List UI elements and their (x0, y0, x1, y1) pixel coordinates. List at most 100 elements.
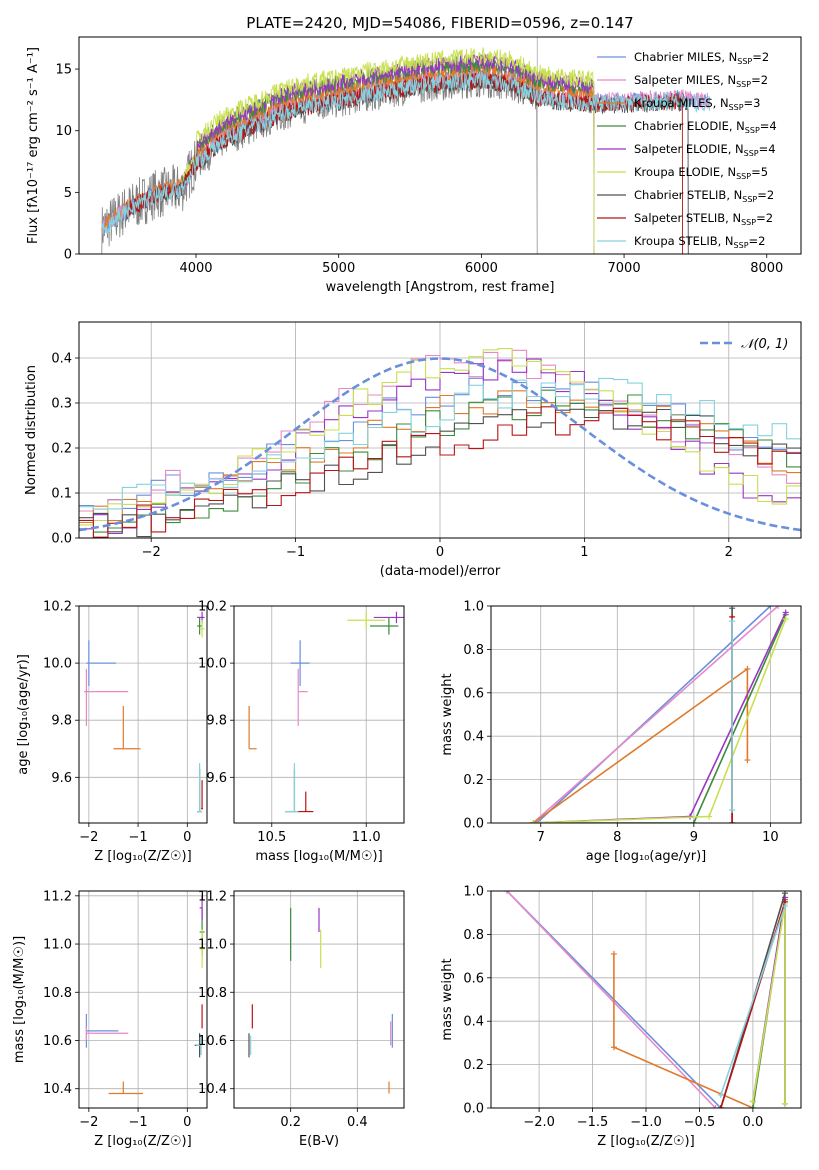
mass-weight-line-kroupa_elodie (752, 903, 786, 1104)
errorbar-kroupa_miles (248, 705, 257, 750)
y-tick-label: 9.8 (206, 714, 227, 729)
normal-curve (79, 357, 801, 532)
mass-weight-marker-salpeter_miles (775, 606, 782, 609)
x-tick-label: 11.0 (352, 830, 381, 845)
mass-weight-marker-kroupa_stelib (781, 903, 788, 910)
errorbar-chabrier_miles (86, 640, 116, 686)
y-tick-label: 10.4 (198, 1082, 227, 1097)
mass-weight-marker-kroupa_stelib (729, 806, 736, 813)
y-tick-label: 0.2 (463, 1058, 484, 1073)
mass-weight-marker-kroupa_elodie (530, 820, 537, 823)
model-spectrum-salpeter_stelib (124, 70, 684, 254)
x-tick-label: 0 (183, 1115, 191, 1130)
errorbar-kroupa_miles (113, 705, 141, 750)
y-tick-label: 10.6 (43, 1034, 72, 1049)
x-tick-label: 0 (436, 545, 444, 560)
y-tick-label: 0.8 (463, 928, 484, 943)
errorbar-salpeter_stelib (298, 791, 314, 813)
mass-weight-marker-kroupa_miles (744, 757, 751, 764)
errorbar-salpeter_miles (83, 668, 129, 726)
y-tick-label: 0.2 (51, 442, 72, 457)
y-tick-label: 15 (55, 63, 72, 78)
y-tick-label: 10.4 (43, 1082, 72, 1097)
mass-weight-marker-chabrier_elodie (690, 820, 697, 823)
mass-weight-marker-kroupa_elodie (706, 813, 713, 820)
spectrum-plot-area (101, 37, 711, 254)
age_vs_mass-frame (233, 605, 405, 824)
histogram-salpeter_stelib (79, 406, 801, 538)
x-tick-label: 4000 (179, 261, 212, 276)
histogram-salpeter_miles (79, 349, 801, 512)
residuals-plot-area (79, 348, 801, 538)
mass_vs_Z-frame (78, 890, 208, 1109)
age_vs_Z-plot-area (83, 611, 205, 813)
y-tick-label: 10.6 (198, 1034, 227, 1049)
y-tick-label: 0.3 (51, 397, 72, 412)
model-spectrum-salpeter_elodie (181, 53, 595, 254)
mass_weight_vs_age-panel: 7 8 9 10 0.0 0.2 0.4 0.6 0.8 1.0 age [log₁₀(age/yr… (440, 600, 802, 864)
histogram-kroupa_stelib (79, 377, 801, 510)
y-tick-label: 0.4 (463, 730, 484, 745)
x-tick-label: 5000 (322, 261, 355, 276)
errorbar-kroupa_elodie (199, 620, 205, 638)
legend-label-salpeter_stelib: Salpeter STELIB, NSSP=2 (634, 211, 773, 227)
legend-label-chabrier_elodie: Chabrier ELODIE, NSSP=4 (634, 119, 777, 135)
mass_vs_Z-ylabel: mass [log₁₀(M/M☉)] (12, 936, 27, 1063)
errorbar-kroupa_stelib (196, 1035, 202, 1055)
spectrum-ylabel: Flux [fλ10⁻¹⁷ erg cm⁻² s⁻¹ A⁻¹] (26, 47, 41, 244)
mass_vs_ebv-xlabel: E(B-V) (299, 1134, 339, 1149)
y-tick-label: 10.2 (43, 600, 72, 615)
mass_vs_Z-xlabel: Z [log₁₀(Z/Z☉)] (94, 1134, 191, 1149)
model-spectrum-kroupa_stelib (101, 70, 711, 235)
y-tick-label: 0.4 (463, 1015, 484, 1030)
mass_weight_vs_age-frame (490, 605, 802, 824)
x-tick-label: −1.0 (630, 1115, 662, 1130)
x-tick-label: 1 (580, 545, 588, 560)
mass_weight_vs_age-ylabel: mass weight (440, 673, 455, 755)
mass_weight_vs_Z-frame (490, 890, 802, 1109)
y-tick-label: 0.2 (463, 773, 484, 788)
mass-weight-marker-kroupa_elodie (749, 1098, 756, 1105)
mass-weight-marker-chabrier_elodie (749, 1105, 756, 1108)
y-tick-label: 10.8 (198, 986, 227, 1001)
errorbar-chabrier_stelib (285, 768, 299, 813)
legend-label-kroupa_miles: Kroupa MILES, NSSP=3 (634, 96, 760, 112)
errorbar-chabrier_miles (290, 640, 310, 686)
mass_vs_Z-panel: −2 −1 0 10.4 10.6 10.8 11.0 11.2 Z [log₁₀(Z/Z☉)]… (12, 889, 208, 1149)
mass-weight-marker-salpeter_miles (712, 1105, 719, 1108)
errorbar-kroupa_miles (108, 1081, 143, 1095)
mass-weight-line-chabrier_miles (536, 606, 771, 823)
y-tick-label: 0 (64, 248, 72, 263)
residuals-panel: −2 −1 0 1 2 0.0 0.1 0.2 0.3 0.4 (data-model)/error… (24, 321, 802, 579)
y-tick-label: 1.0 (463, 600, 484, 615)
residuals-xlabel: (data-model)/error (380, 564, 501, 579)
mass-weight-marker-kroupa_elodie (781, 1100, 788, 1107)
mass_vs_ebv-plot-area (248, 907, 393, 1094)
mass_vs_ebv-panel: 0.2 0.4 10.4 10.6 10.8 11.0 11.2 E(B-V) (198, 889, 405, 1149)
y-tick-label: 0.8 (463, 643, 484, 658)
age_vs_mass-xlabel: mass [log₁₀(M/M☉)] (255, 849, 382, 864)
mass-weight-marker-salpeter_stelib (729, 820, 736, 823)
histogram-kroupa_miles (79, 390, 801, 524)
y-tick-label: 10.2 (198, 600, 227, 615)
errorbar-chabrier_elodie (370, 617, 399, 635)
mass-weight-line-salpeter_miles (532, 606, 779, 823)
y-tick-label: 10.0 (198, 657, 227, 672)
x-tick-label: −1 (128, 1115, 147, 1130)
errorbar-kroupa_stelib (285, 763, 299, 813)
mass-weight-line-kroupa_miles (613, 953, 754, 1108)
spectrum-xlabel: wavelength [Angstrom, rest frame] (326, 280, 555, 295)
errorbar-salpeter_stelib (201, 780, 204, 810)
x-tick-label: 10 (762, 830, 779, 845)
mass-weight-marker-kroupa_miles (610, 1044, 617, 1051)
figure-title: PLATE=2420, MJD=54086, FIBERID=0596, z=0… (246, 14, 633, 32)
y-tick-label: 0.0 (463, 1102, 484, 1117)
x-tick-label: 10.5 (257, 830, 286, 845)
x-tick-label: −2 (79, 1115, 98, 1130)
y-tick-label: 11.2 (43, 889, 72, 904)
y-tick-label: 10 (55, 124, 72, 139)
mass-weight-line-salpeter_miles (506, 891, 717, 1108)
mass_weight_vs_Z-ylabel: mass weight (440, 958, 455, 1040)
spectrum-panel: 4000 5000 6000 7000 8000 0 5 10 15 wavelength [An… (26, 36, 802, 295)
mass_vs_Z-plot-area (85, 895, 205, 1095)
